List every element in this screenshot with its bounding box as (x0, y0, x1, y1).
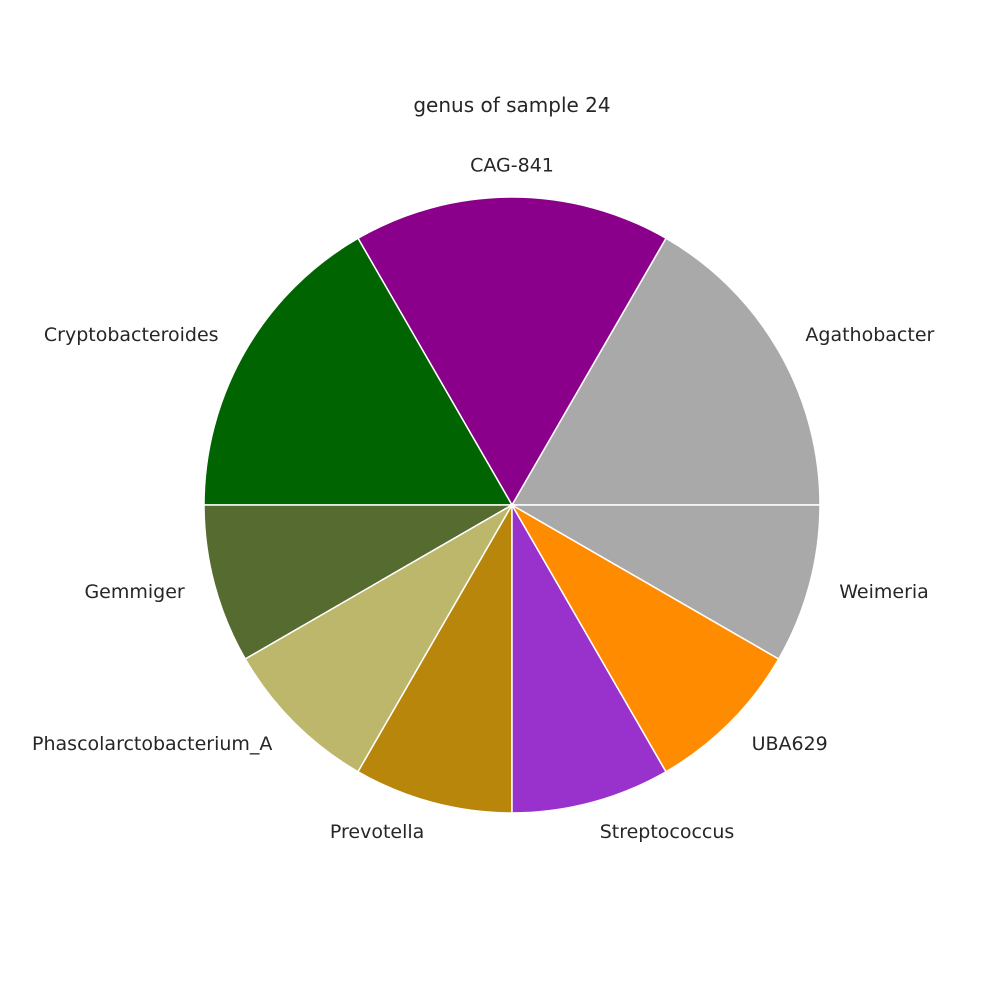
pie-slice-streptococcus (511, 502, 668, 814)
pie-label-phascolarctobacterium-a: Phascolarctobacterium_A (32, 733, 272, 755)
pie-labels: Agathobacter CAG-841 Cryptobacteroides Gemm… (32, 155, 934, 843)
pie-slice-cryptobacteroides (203, 237, 514, 506)
pie-slice-cag-841 (356, 196, 668, 507)
pie-label-cryptobacteroides: Cryptobacteroides (44, 324, 219, 346)
pie-slice-agathobacter (510, 237, 821, 506)
pie-label-agathobacter: Agathobacter (805, 324, 934, 346)
pie-slices (203, 196, 821, 814)
pie-label-weimeria: Weimeria (839, 581, 929, 603)
pie-slice-uba629 (509, 502, 780, 773)
pie-slice-prevotella (356, 502, 513, 814)
pie-label-gemmiger: Gemmiger (84, 581, 184, 603)
pie-label-streptococcus: Streptococcus (600, 821, 735, 843)
pie-slice-gemmiger (203, 504, 515, 661)
chart-title: genus of sample 24 (413, 93, 610, 117)
pie-slice-phascolarctobacterium-a (244, 502, 515, 773)
pie-slice-weimeria (509, 504, 821, 661)
pie-label-uba629: UBA629 (752, 733, 828, 755)
pie-label-prevotella: Prevotella (330, 821, 424, 843)
pie-label-cag-841: CAG-841 (470, 155, 554, 177)
